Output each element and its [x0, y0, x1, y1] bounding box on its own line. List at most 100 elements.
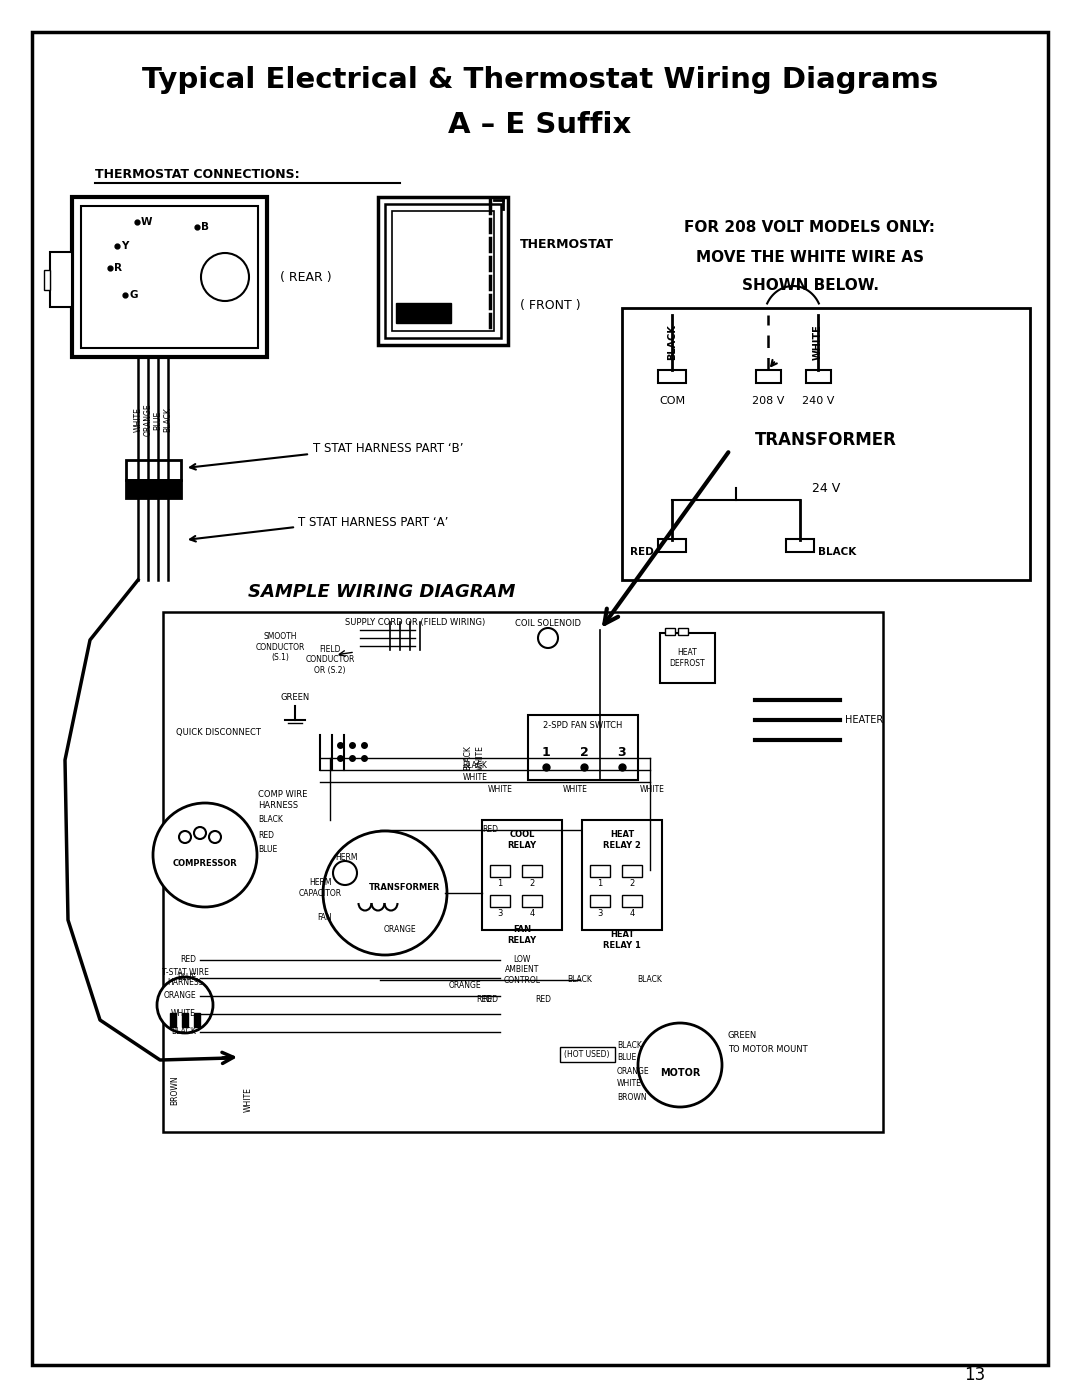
Bar: [590, 865, 610, 877]
Text: 13: 13: [963, 1366, 985, 1384]
Text: RED: RED: [476, 996, 492, 1004]
Text: Y: Y: [121, 242, 129, 251]
Text: WHITE: WHITE: [243, 1087, 253, 1112]
Bar: [665, 629, 675, 636]
Text: HEAT
DEFROST: HEAT DEFROST: [670, 648, 705, 668]
Text: COIL SOLENOID: COIL SOLENOID: [515, 619, 581, 627]
Text: TRANSFORMER: TRANSFORMER: [755, 432, 896, 448]
Text: 2-SPD FAN SWITCH: 2-SPD FAN SWITCH: [543, 721, 623, 729]
Bar: [622, 307, 1030, 580]
Text: RED: RED: [180, 956, 195, 964]
Text: THERMOSTAT: THERMOSTAT: [519, 239, 615, 251]
Text: ORANGE: ORANGE: [144, 404, 152, 436]
Text: ORANGE: ORANGE: [448, 981, 482, 989]
Bar: [561, 1046, 615, 1062]
Text: COMP WIRE
HARNESS: COMP WIRE HARNESS: [258, 791, 308, 810]
Bar: [392, 211, 494, 331]
Text: W: W: [141, 217, 152, 226]
Circle shape: [153, 803, 257, 907]
Text: ORANGE: ORANGE: [383, 925, 416, 935]
Text: 1: 1: [597, 879, 603, 887]
Bar: [582, 820, 662, 930]
Text: TO MOTOR MOUNT: TO MOTOR MOUNT: [728, 1045, 808, 1055]
Text: BLACK: BLACK: [637, 975, 662, 985]
Bar: [183, 1013, 188, 1027]
Text: COM: COM: [659, 395, 685, 407]
Circle shape: [194, 827, 206, 840]
Text: WHITE: WHITE: [475, 746, 485, 770]
Bar: [482, 820, 562, 930]
Text: A – E Suffix: A – E Suffix: [448, 110, 632, 138]
Circle shape: [323, 831, 447, 956]
Text: HEAT
RELAY 1: HEAT RELAY 1: [603, 930, 640, 950]
Text: FIELD
CONDUCTOR
OR (S.2): FIELD CONDUCTOR OR (S.2): [306, 645, 354, 675]
Text: BROWN: BROWN: [171, 1076, 179, 1105]
Text: BLUE: BLUE: [177, 974, 195, 982]
Bar: [660, 633, 715, 683]
Text: COMPRESSOR: COMPRESSOR: [173, 859, 238, 868]
Text: G: G: [129, 291, 137, 300]
Text: FAN
RELAY: FAN RELAY: [508, 925, 537, 944]
Bar: [658, 539, 686, 552]
Text: BLACK: BLACK: [568, 975, 593, 985]
Bar: [490, 865, 510, 877]
Text: FOR 208 VOLT MODELS ONLY:: FOR 208 VOLT MODELS ONLY:: [685, 221, 935, 236]
Circle shape: [201, 253, 249, 300]
Text: BLACK: BLACK: [617, 1041, 642, 1049]
Text: 208 V: 208 V: [752, 395, 784, 407]
Circle shape: [333, 861, 357, 886]
Text: T STAT HARNESS PART ‘B’: T STAT HARNESS PART ‘B’: [313, 443, 463, 455]
Text: BLACK: BLACK: [818, 548, 856, 557]
Text: 4: 4: [630, 908, 635, 918]
Text: BLACK: BLACK: [163, 408, 173, 433]
Text: GREEN: GREEN: [728, 1031, 757, 1039]
Text: HEAT
RELAY 2: HEAT RELAY 2: [603, 830, 640, 849]
Bar: [522, 865, 542, 877]
Text: 4: 4: [529, 908, 535, 918]
Text: RED: RED: [258, 830, 274, 840]
Text: FAN: FAN: [318, 914, 333, 922]
Text: T STAT HARNESS PART ‘A’: T STAT HARNESS PART ‘A’: [298, 515, 448, 528]
Bar: [756, 370, 781, 383]
Text: BLUE: BLUE: [258, 845, 278, 855]
Text: SAMPLE WIRING DIAGRAM: SAMPLE WIRING DIAGRAM: [248, 583, 515, 601]
Text: RED: RED: [482, 996, 498, 1004]
Text: WHITE: WHITE: [617, 1080, 642, 1088]
Text: 3: 3: [597, 908, 603, 918]
Circle shape: [179, 831, 191, 842]
Text: GREEN: GREEN: [281, 693, 310, 703]
Bar: [170, 1013, 176, 1027]
Bar: [194, 1013, 200, 1027]
Text: THERMOSTAT CONNECTIONS:: THERMOSTAT CONNECTIONS:: [95, 169, 299, 182]
Text: BLACK: BLACK: [667, 324, 677, 360]
Text: R: R: [114, 263, 122, 272]
Bar: [163, 612, 883, 1132]
Text: 1: 1: [542, 746, 551, 760]
Text: BROWN: BROWN: [617, 1092, 647, 1101]
Text: 2: 2: [580, 746, 589, 760]
Bar: [786, 539, 814, 552]
Text: WHITE: WHITE: [462, 774, 487, 782]
Bar: [384, 204, 501, 338]
Text: 240 V: 240 V: [801, 395, 834, 407]
Text: 3: 3: [618, 746, 626, 760]
Text: BLACK: BLACK: [258, 816, 283, 824]
Text: WHITE: WHITE: [563, 785, 588, 795]
Bar: [72, 197, 267, 358]
Circle shape: [157, 977, 213, 1032]
Bar: [678, 629, 688, 636]
Circle shape: [538, 629, 558, 648]
Bar: [622, 895, 642, 907]
Text: 3: 3: [497, 908, 502, 918]
Text: ORANGE: ORANGE: [617, 1066, 650, 1076]
Text: 2: 2: [529, 879, 535, 887]
Bar: [528, 715, 638, 780]
Bar: [81, 205, 258, 348]
Bar: [622, 865, 642, 877]
Text: LOW
AMBIENT
CONTROL: LOW AMBIENT CONTROL: [503, 956, 540, 985]
Text: 2: 2: [630, 879, 635, 887]
Text: ORANGE: ORANGE: [163, 992, 195, 1000]
Text: BLACK: BLACK: [171, 1028, 195, 1037]
Text: WHITE: WHITE: [134, 408, 143, 433]
Text: HEATER: HEATER: [845, 715, 883, 725]
